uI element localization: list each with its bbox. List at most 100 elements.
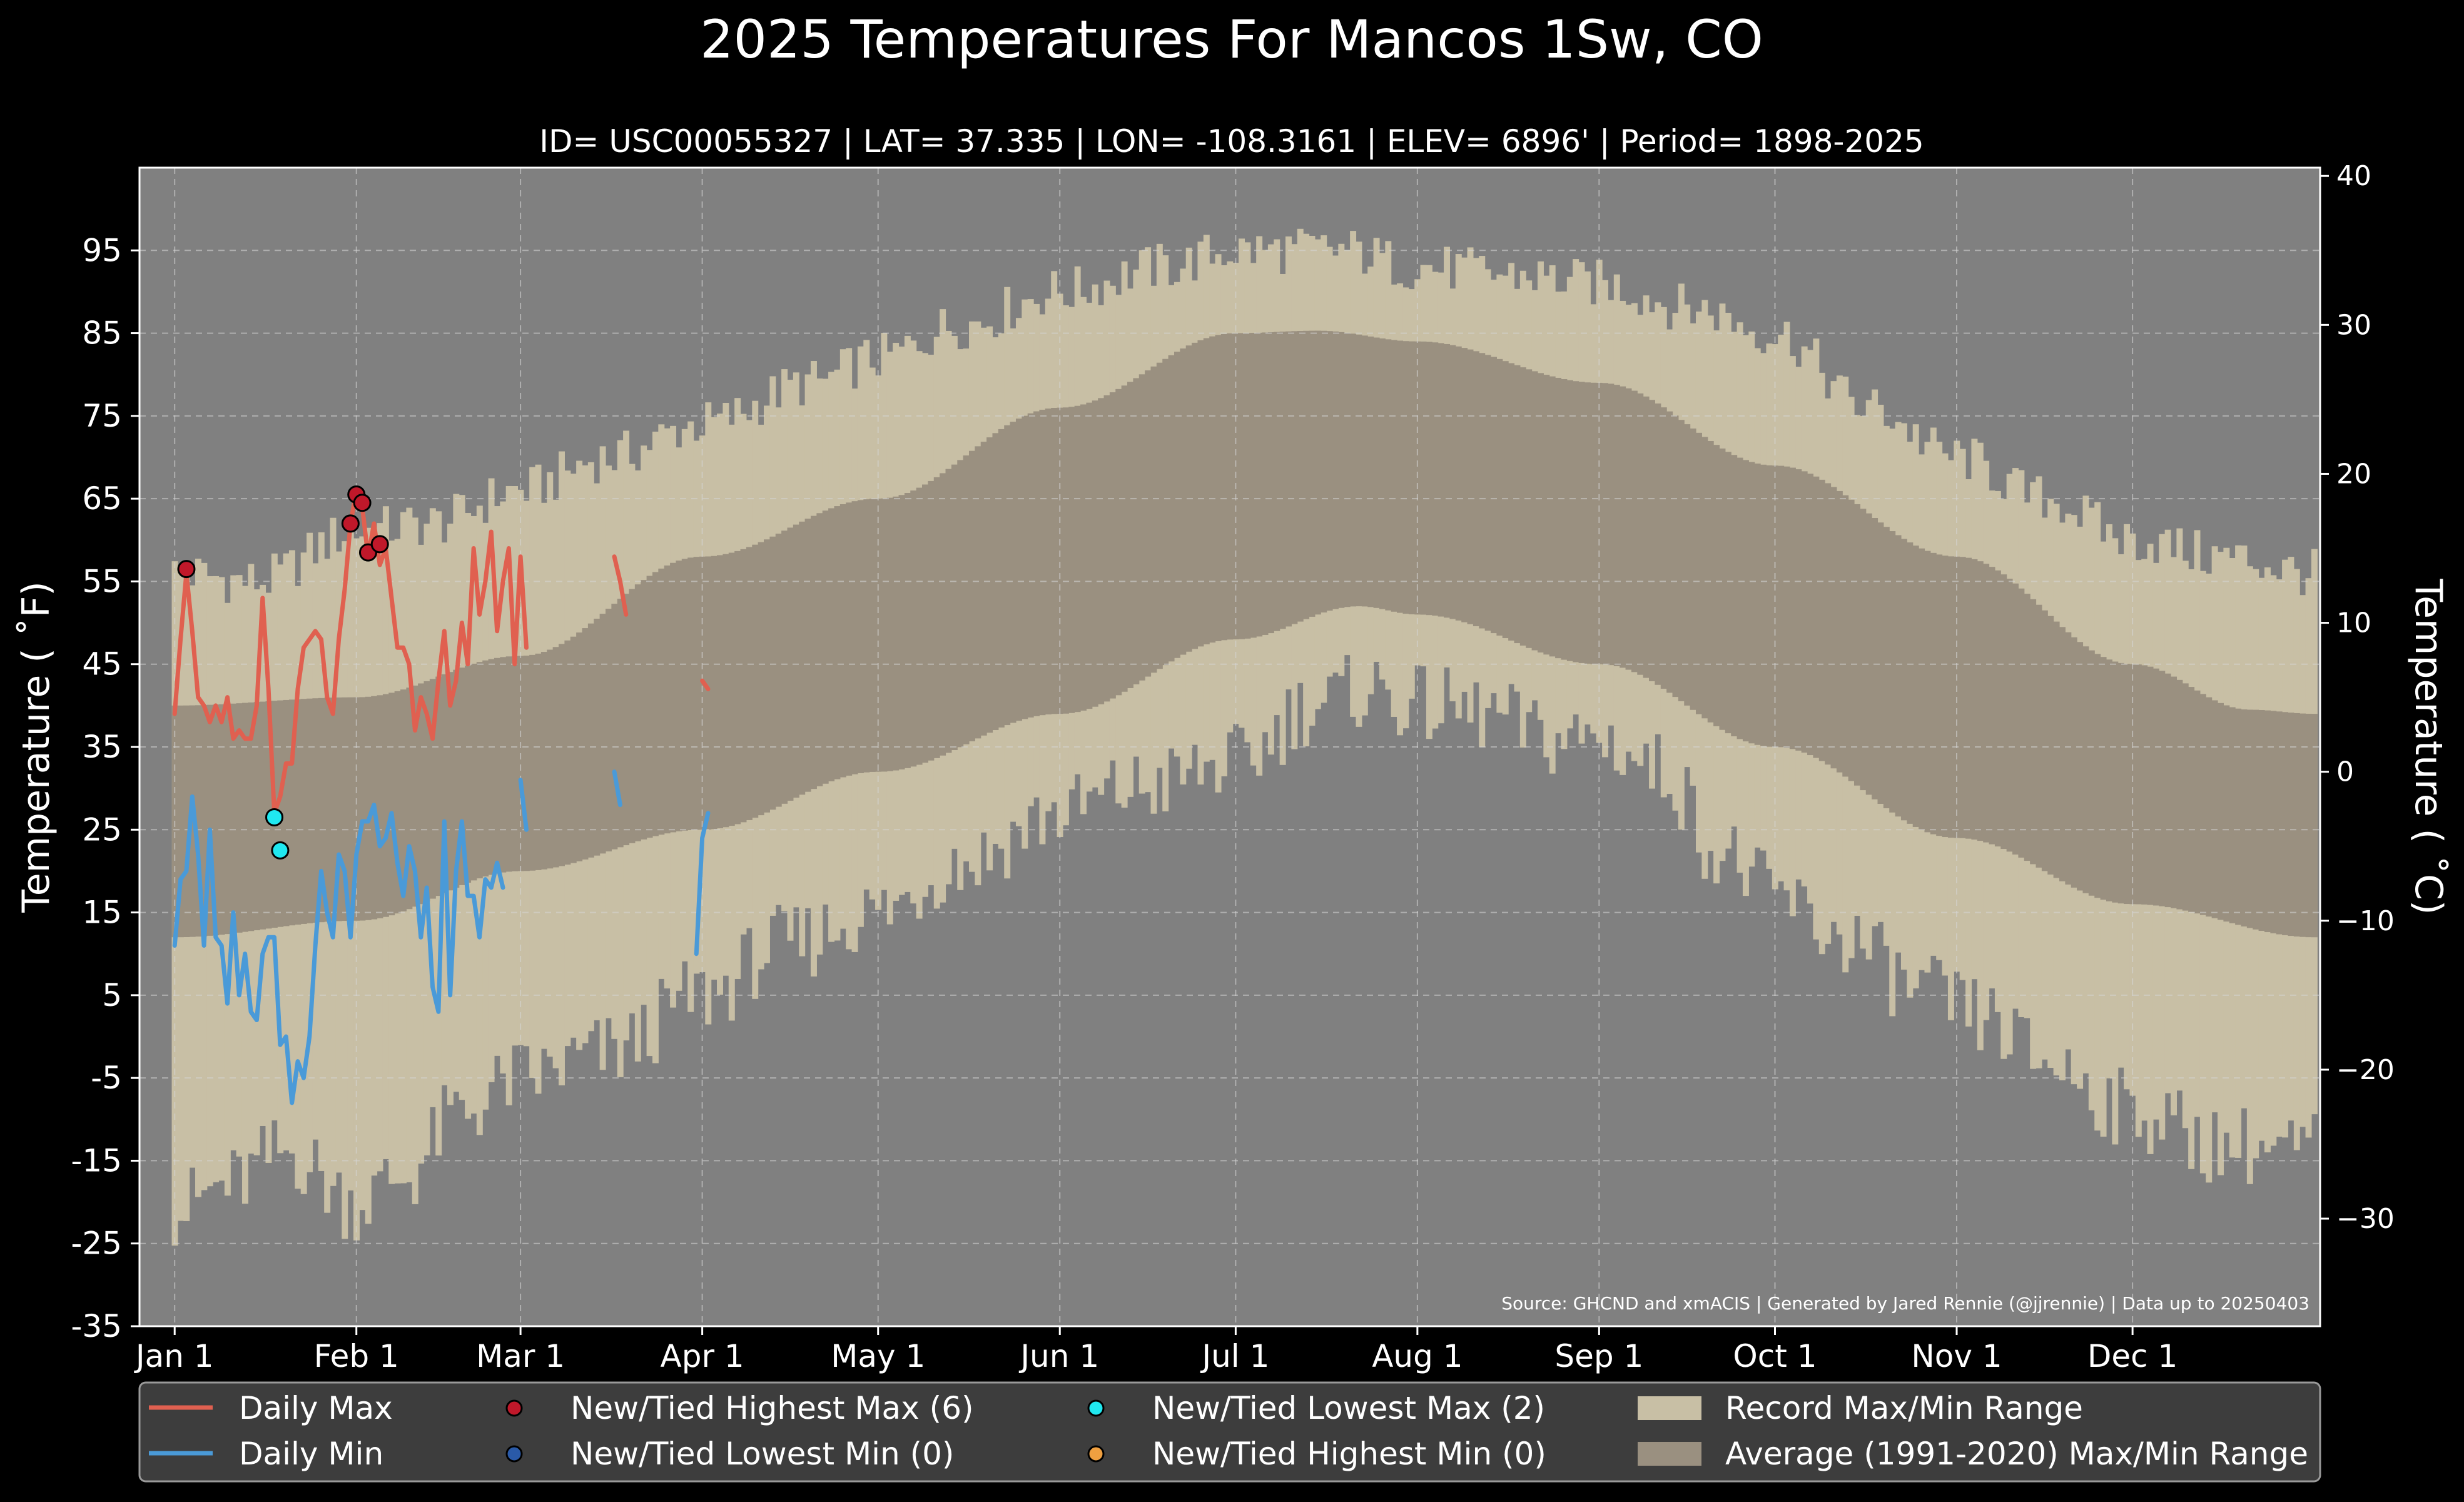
normal-range-bar xyxy=(799,521,806,795)
normal-range-bar xyxy=(1496,358,1503,636)
legend-record-range-label: Record Max/Min Range xyxy=(1725,1390,2083,1426)
legend-highest-min-marker xyxy=(1087,1445,1105,1463)
normal-range-bar xyxy=(2223,705,2230,922)
normal-range-bar xyxy=(517,656,524,871)
normal-range-bar xyxy=(1291,331,1298,624)
y-tick-label: 45 xyxy=(82,646,122,682)
normal-range-bar xyxy=(1461,348,1468,622)
y-tick-label: 55 xyxy=(82,563,122,599)
normal-range-bar xyxy=(629,589,636,843)
normal-range-bar xyxy=(288,699,295,926)
normal-range-bar xyxy=(2176,679,2183,910)
normal-range-bar xyxy=(2229,707,2236,923)
normal-range-bar xyxy=(764,539,770,813)
normal-range-bar xyxy=(1256,332,1263,637)
normal-range-bar xyxy=(2000,574,2007,850)
normal-range-bar xyxy=(2041,610,2048,871)
normal-range-bar xyxy=(2299,713,2306,937)
normal-range-bar xyxy=(1736,457,1743,739)
normal-range-bar xyxy=(218,704,225,935)
normal-range-bar xyxy=(1080,404,1087,711)
normal-range-bar xyxy=(1279,332,1286,629)
normal-range-bar xyxy=(1690,429,1696,710)
normal-range-bar xyxy=(2082,646,2089,893)
normal-range-bar xyxy=(377,695,383,918)
legend: Daily Max Daily Min New/Tied Highest Max… xyxy=(138,1381,2321,1483)
x-axis: Jan 1 Feb 1 Mar 1 Apr 1 May 1 Jun 1 Jul 1 Aug 1… xyxy=(134,1326,2178,1374)
normal-range-bar xyxy=(494,657,500,874)
normal-range-bar xyxy=(1449,345,1456,619)
legend-normal-range-swatch xyxy=(1638,1442,1701,1466)
normal-range-bar xyxy=(963,455,970,744)
normal-range-bar xyxy=(1145,370,1152,677)
normal-range-bar xyxy=(1907,542,1914,824)
normal-range-bar xyxy=(916,487,923,765)
normal-range-bar xyxy=(1432,342,1439,616)
normal-range-bar xyxy=(177,705,184,938)
lowest-max-marker xyxy=(271,841,290,860)
normal-range-bar xyxy=(839,504,846,778)
normal-range-bar xyxy=(1789,467,1796,749)
normal-range-bar xyxy=(552,647,559,868)
normal-range-bar xyxy=(605,609,612,852)
normal-range-bar xyxy=(230,703,237,934)
normal-range-bar xyxy=(1010,422,1017,723)
normal-range-bar xyxy=(968,450,975,742)
normal-range-bar xyxy=(1455,346,1462,621)
chart-subtitle: ID= USC00055327 | LAT= 37.335 | LON= -10… xyxy=(539,123,1924,160)
normal-range-bar xyxy=(1004,425,1011,726)
normal-range-bar xyxy=(904,493,911,768)
normal-range-bar xyxy=(1420,341,1427,615)
normal-range-bar xyxy=(1947,556,1954,838)
normal-range-bar xyxy=(1133,378,1140,684)
normal-range-bar xyxy=(1912,545,1919,827)
normal-range-bar xyxy=(335,697,342,921)
normal-range-bar xyxy=(459,667,465,885)
normal-range-bar xyxy=(260,701,266,930)
normal-range-bar xyxy=(2241,709,2248,926)
normal-range-bar xyxy=(1865,513,1872,795)
normal-range-bar xyxy=(1566,380,1573,661)
normal-range-bar xyxy=(1719,448,1726,730)
normal-range-bar xyxy=(2235,708,2242,925)
normal-range-bar xyxy=(2135,664,2142,905)
normal-range-bar xyxy=(1731,455,1738,737)
legend-box xyxy=(138,1381,2321,1483)
normal-range-bar xyxy=(2047,616,2054,875)
normal-range-bar xyxy=(2053,621,2060,878)
normal-range-bar xyxy=(324,698,331,922)
normal-range-bar xyxy=(940,473,946,756)
normal-range-bar xyxy=(846,502,853,776)
normal-range-bar xyxy=(2305,713,2312,938)
normal-range-bar xyxy=(1267,332,1274,634)
normal-range-bar xyxy=(717,555,724,829)
normal-range-bar xyxy=(418,683,425,905)
normal-range-bar xyxy=(283,699,290,926)
normal-range-bar xyxy=(2218,703,2224,920)
highest-max-marker xyxy=(341,514,360,533)
normal-range-bar xyxy=(1555,377,1562,659)
normal-range-bar xyxy=(394,691,401,914)
normal-range-bar xyxy=(2117,662,2124,904)
normal-range-bar xyxy=(1156,362,1163,669)
normal-range-bar xyxy=(2293,713,2300,937)
normal-range-bar xyxy=(910,490,917,767)
normal-range-bar xyxy=(1274,332,1280,631)
normal-range-bar xyxy=(1180,348,1187,655)
normal-range-bar xyxy=(1725,452,1731,734)
normal-range-bar xyxy=(342,697,348,921)
normal-range-bar xyxy=(1479,353,1486,629)
normal-range-bar xyxy=(1620,386,1626,668)
normal-range-bar xyxy=(1836,490,1843,773)
normal-range-bar xyxy=(1578,382,1585,663)
normal-range-bar xyxy=(1531,371,1538,651)
normal-range-bar xyxy=(195,705,201,937)
normal-range-bar xyxy=(1192,342,1199,649)
normal-range-bar xyxy=(2253,709,2259,930)
normal-range-bars xyxy=(171,330,2318,938)
normal-range-bar xyxy=(1508,363,1515,641)
normal-range-bar xyxy=(1239,333,1245,639)
normal-range-bar xyxy=(183,705,190,937)
normal-range-bar xyxy=(2124,664,2131,905)
normal-range-bar xyxy=(1830,487,1837,769)
